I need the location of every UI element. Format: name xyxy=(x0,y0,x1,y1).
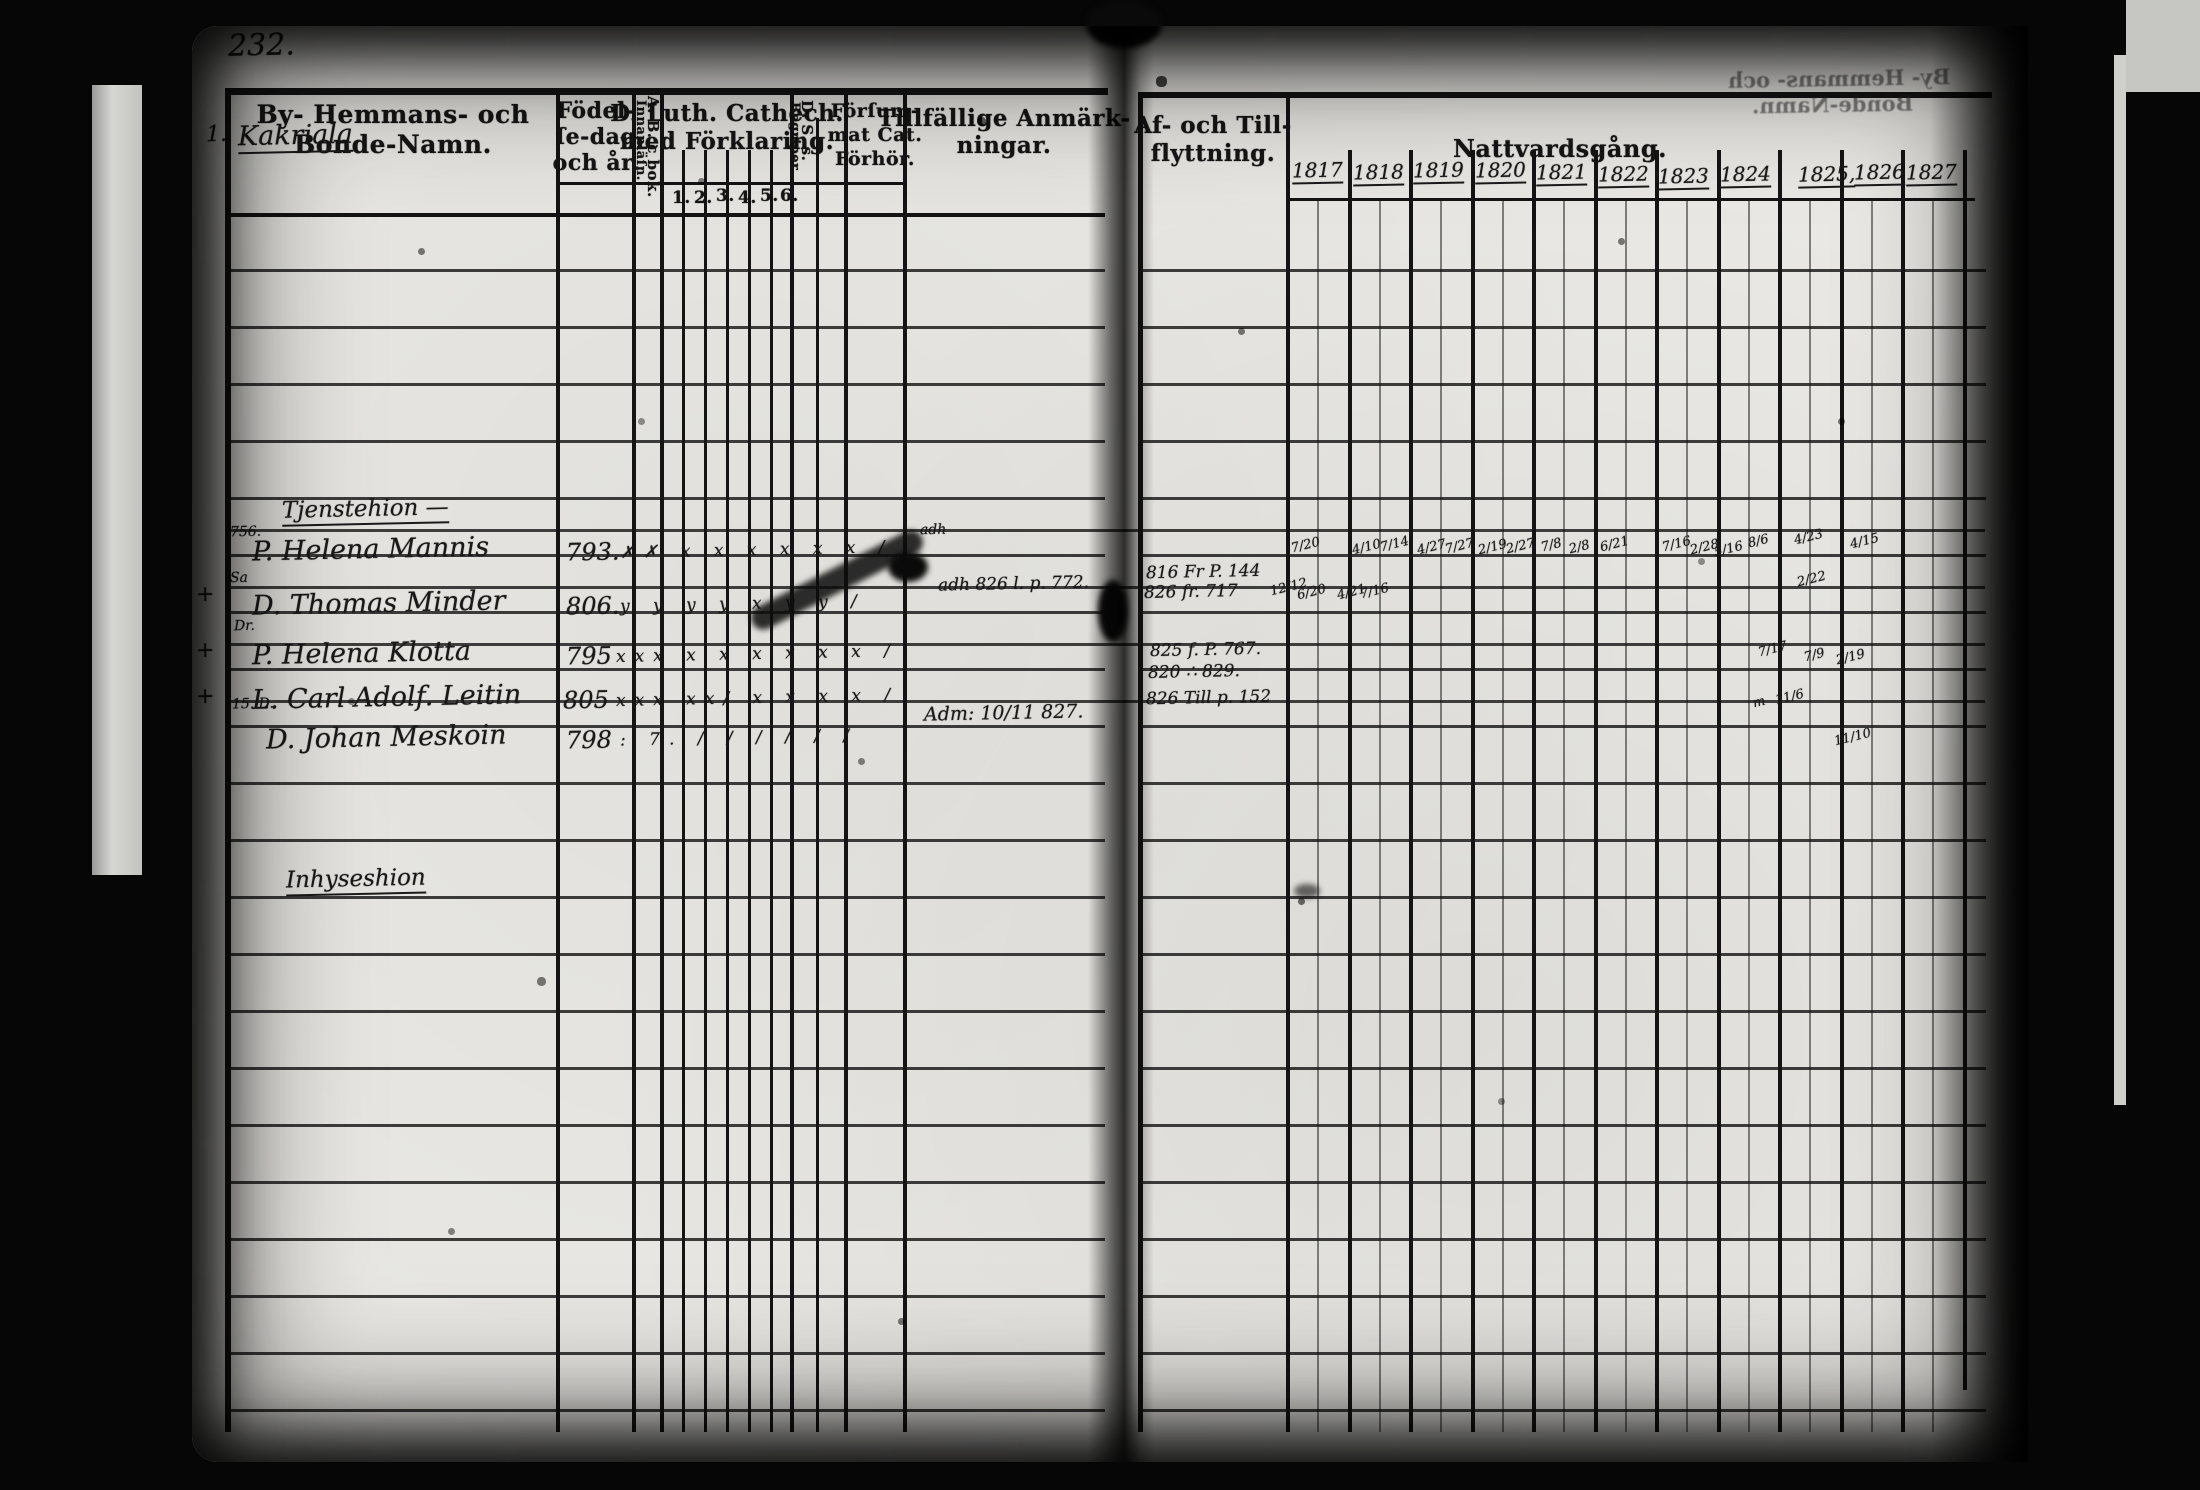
grid-line xyxy=(1138,92,1992,98)
book-spine-shadow xyxy=(1088,26,1154,1462)
col-header-remarks-1: Tillfällige Anmärk- xyxy=(877,105,1131,132)
ink-blot xyxy=(1294,884,1320,898)
col-header-begriper-1: D. S. s. xyxy=(798,100,816,162)
col-header-abc-book-1: A. B. c bok. xyxy=(644,96,662,198)
col-header-birth-2: ſe-dag xyxy=(555,124,637,150)
ink-blot xyxy=(888,552,928,582)
film-speckles xyxy=(0,0,3,3)
cat-subcol-6: 6. xyxy=(780,186,799,206)
ruled-rows xyxy=(225,269,1105,1433)
cat-subcol-5: 5. xyxy=(760,186,779,206)
col-header-name-1: By- Hemmans- och xyxy=(256,100,530,129)
film-strip-right xyxy=(2114,55,2126,1105)
film-corner-patch xyxy=(2126,0,2200,92)
ruled-rows xyxy=(1138,269,1986,1433)
col-header-migration-1: Af- och Till- xyxy=(1134,112,1292,139)
grid-line xyxy=(1286,198,1975,201)
col-header-catechism-2: med Förklaring. xyxy=(619,128,835,155)
col-header-forsummat-2: mat Cat. xyxy=(827,124,923,146)
cat-subcol-4: 4. xyxy=(738,188,757,208)
col-header-communion: Nattvardsgång. xyxy=(1452,134,1668,163)
right-edge-shadow xyxy=(1930,26,2028,1462)
film-strip-left xyxy=(92,85,142,875)
cat-subcol-1: 1. xyxy=(672,188,691,208)
col-header-catechism-1: D. Luth. Cathech. xyxy=(610,100,844,127)
col-header-forsummat-1: Förſum- xyxy=(830,100,920,122)
grid-line xyxy=(556,182,905,185)
grid-line xyxy=(225,88,1108,95)
cat-subcol-3: 3. xyxy=(716,186,735,206)
col-header-abc-book-2: Innanläſn. xyxy=(633,100,648,181)
cat-subcol-2: 2. xyxy=(694,188,713,208)
col-header-birth-1: Födel- xyxy=(556,98,636,124)
col-header-begriper-2: Begriper. xyxy=(787,102,802,175)
film-vignette xyxy=(192,26,2028,1462)
col-header-migration-2: flyttning. xyxy=(1150,140,1276,167)
col-header-birth-3: och år. xyxy=(552,150,640,176)
col-header-forsummat-3: Förhör. xyxy=(834,148,916,170)
col-header-name-2: Bonde-Namn. xyxy=(294,130,492,159)
grid-line xyxy=(225,213,1105,217)
col-header-remarks-2: ningar. xyxy=(956,132,1052,159)
